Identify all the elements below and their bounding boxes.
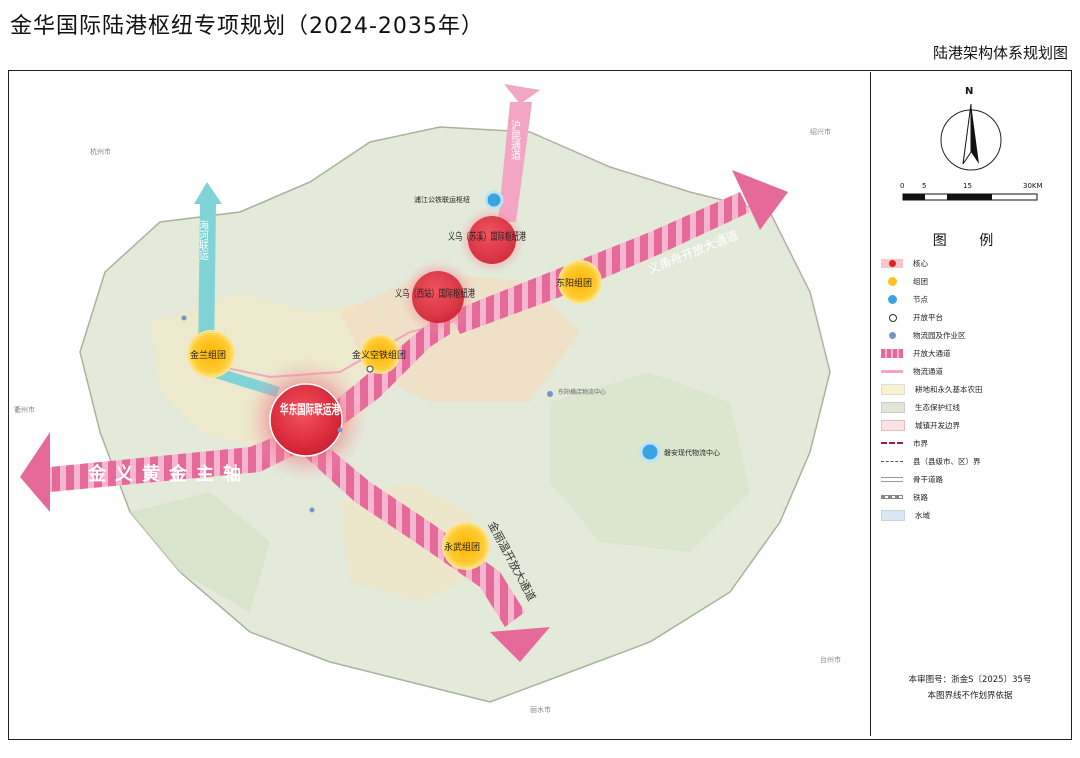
eco-redline-icon	[881, 401, 905, 413]
open-platform-marker	[366, 365, 374, 373]
legend-item: 县（县级市、区）界	[881, 454, 981, 468]
pujiang-node	[484, 190, 504, 210]
water-icon	[881, 509, 905, 521]
dongyang-cluster	[558, 260, 602, 304]
scale-tick: 0	[900, 182, 905, 190]
approval-line: 本审图号：浙金S〔2025〕35号	[908, 675, 1032, 685]
legend-item: 骨干道路	[881, 472, 943, 486]
legend-item: 耕地和永久基本农田	[881, 382, 983, 396]
legend-label: 水域	[915, 510, 930, 520]
legend-item: 组团	[881, 274, 928, 288]
scale-tick: 5	[922, 182, 927, 190]
open-platform-icon	[881, 313, 903, 322]
logistics-park-marker	[547, 391, 553, 397]
legend-item: 物流园及作业区	[881, 328, 966, 342]
open-corridor-icon	[881, 348, 903, 358]
city-boundary-icon	[881, 442, 903, 444]
legend-item: 物流通道	[881, 364, 943, 378]
place-label: 衢州市	[14, 405, 35, 414]
legend-label: 开放平台	[913, 312, 943, 322]
scale-tick: 15	[963, 182, 972, 190]
north-label: N	[965, 86, 974, 97]
place-label: 东阳横店物流中心	[558, 388, 606, 396]
scale-bar	[902, 193, 1038, 201]
farmland-icon	[881, 383, 905, 395]
legend-label: 骨干道路	[913, 474, 943, 484]
legend-item: 开放大通道	[881, 346, 951, 360]
approval-line: 本图界线不作划界依据	[927, 691, 1013, 701]
legend-label: 开放大通道	[913, 348, 951, 358]
legend-label: 组团	[913, 276, 928, 286]
legend-item: 城镇开发边界	[881, 418, 960, 432]
cluster-circle-icon	[881, 276, 903, 286]
node-circle-icon	[881, 294, 903, 304]
scale-tick: 30KM	[1023, 182, 1043, 190]
main-axis-label: 金义黄金主轴	[87, 463, 250, 485]
county-boundary-icon	[881, 460, 903, 462]
legend-item: 生态保护红线	[881, 400, 960, 414]
place-label: 杭州市	[90, 147, 111, 156]
legend-panel: N 0 5 15 30KM 图 例 核心 组团 节点 开放平台 物流园及作业区 …	[870, 72, 1069, 736]
yongwu-label: 永武组团	[444, 541, 480, 553]
map-canvas: 杭州市 绍兴市 衢州市 丽水市 台州市 东阳横店物流中心 金义黄金主轴 义甬舟开…	[14, 84, 841, 714]
legend-item: 市界	[881, 436, 928, 450]
page-subtitle: 陆港架构体系规划图	[932, 44, 1068, 62]
panan-node	[639, 441, 661, 463]
panan-label: 磐安现代物流中心	[664, 448, 720, 457]
legend-label: 物流通道	[913, 366, 943, 376]
logistics-park-icon	[881, 331, 903, 340]
jinliwen-corridor	[300, 432, 550, 662]
haihe-label: 海河联运	[197, 219, 209, 261]
trunk-road-icon	[881, 476, 903, 482]
dongyang-label: 东阳组团	[556, 277, 592, 289]
yongwu-cluster	[442, 522, 490, 570]
yiwu-suxi-label: 义乌（苏溪）国际枢纽港	[448, 230, 526, 243]
main-axis-corridor	[20, 312, 450, 512]
railway-icon	[881, 495, 903, 499]
legend-label: 耕地和永久基本农田	[915, 384, 983, 394]
yiwu-xizhan-hub	[400, 259, 476, 335]
legend-label: 物流园及作业区	[913, 330, 966, 340]
jinyi-cluster	[360, 334, 400, 374]
place-label: 台州市	[820, 655, 841, 664]
logistics-channel-icon	[881, 369, 903, 373]
urban-boundary-icon	[881, 419, 905, 431]
jinlan-cluster	[187, 330, 235, 378]
legend-label: 生态保护红线	[915, 402, 960, 412]
legend-label: 核心	[913, 258, 928, 268]
legend-item: 节点	[881, 292, 928, 306]
jinlan-label: 金兰组团	[190, 349, 226, 361]
yiyongzhou-corridor	[450, 170, 788, 334]
hukun-channel	[498, 84, 540, 222]
huadong-label: 华东国际联运港	[280, 402, 341, 418]
approval-note: 本审图号：浙金S〔2025〕35号 本图界线不作划界依据	[871, 672, 1069, 704]
legend-item: 铁路	[881, 490, 928, 504]
region-base	[79, 126, 831, 703]
legend-label: 节点	[913, 294, 928, 304]
core-circle-icon	[881, 258, 903, 268]
huadong-hub	[244, 358, 368, 482]
legend-item: 核心	[881, 256, 928, 270]
logistics-park-marker	[309, 507, 315, 513]
page-title: 金华国际陆港枢纽专项规划（2024-2035年）	[10, 14, 484, 39]
legend-label: 县（县级市、区）界	[913, 456, 981, 466]
legend-item: 开放平台	[881, 310, 943, 324]
legend-label: 城镇开发边界	[915, 420, 960, 430]
jinyi-label: 金义空铁组团	[352, 349, 406, 361]
legend-title: 图 例	[932, 233, 1008, 249]
logistics-park-marker	[337, 427, 343, 433]
logistics-park-marker	[181, 315, 187, 321]
north-arrow-icon	[940, 103, 1002, 171]
hukun-label: 沪昆通道	[509, 119, 521, 160]
yiwu-suxi-hub	[458, 206, 526, 274]
legend-label: 市界	[913, 438, 928, 448]
legend-item: 水域	[881, 508, 930, 522]
pujiang-label: 浦江公铁联运枢纽	[414, 195, 470, 204]
place-label: 绍兴市	[810, 127, 831, 136]
place-label: 丽水市	[530, 705, 551, 714]
legend-label: 铁路	[913, 492, 928, 502]
yiwu-xizhan-label: 义乌（西站）国际枢纽港	[395, 287, 475, 300]
